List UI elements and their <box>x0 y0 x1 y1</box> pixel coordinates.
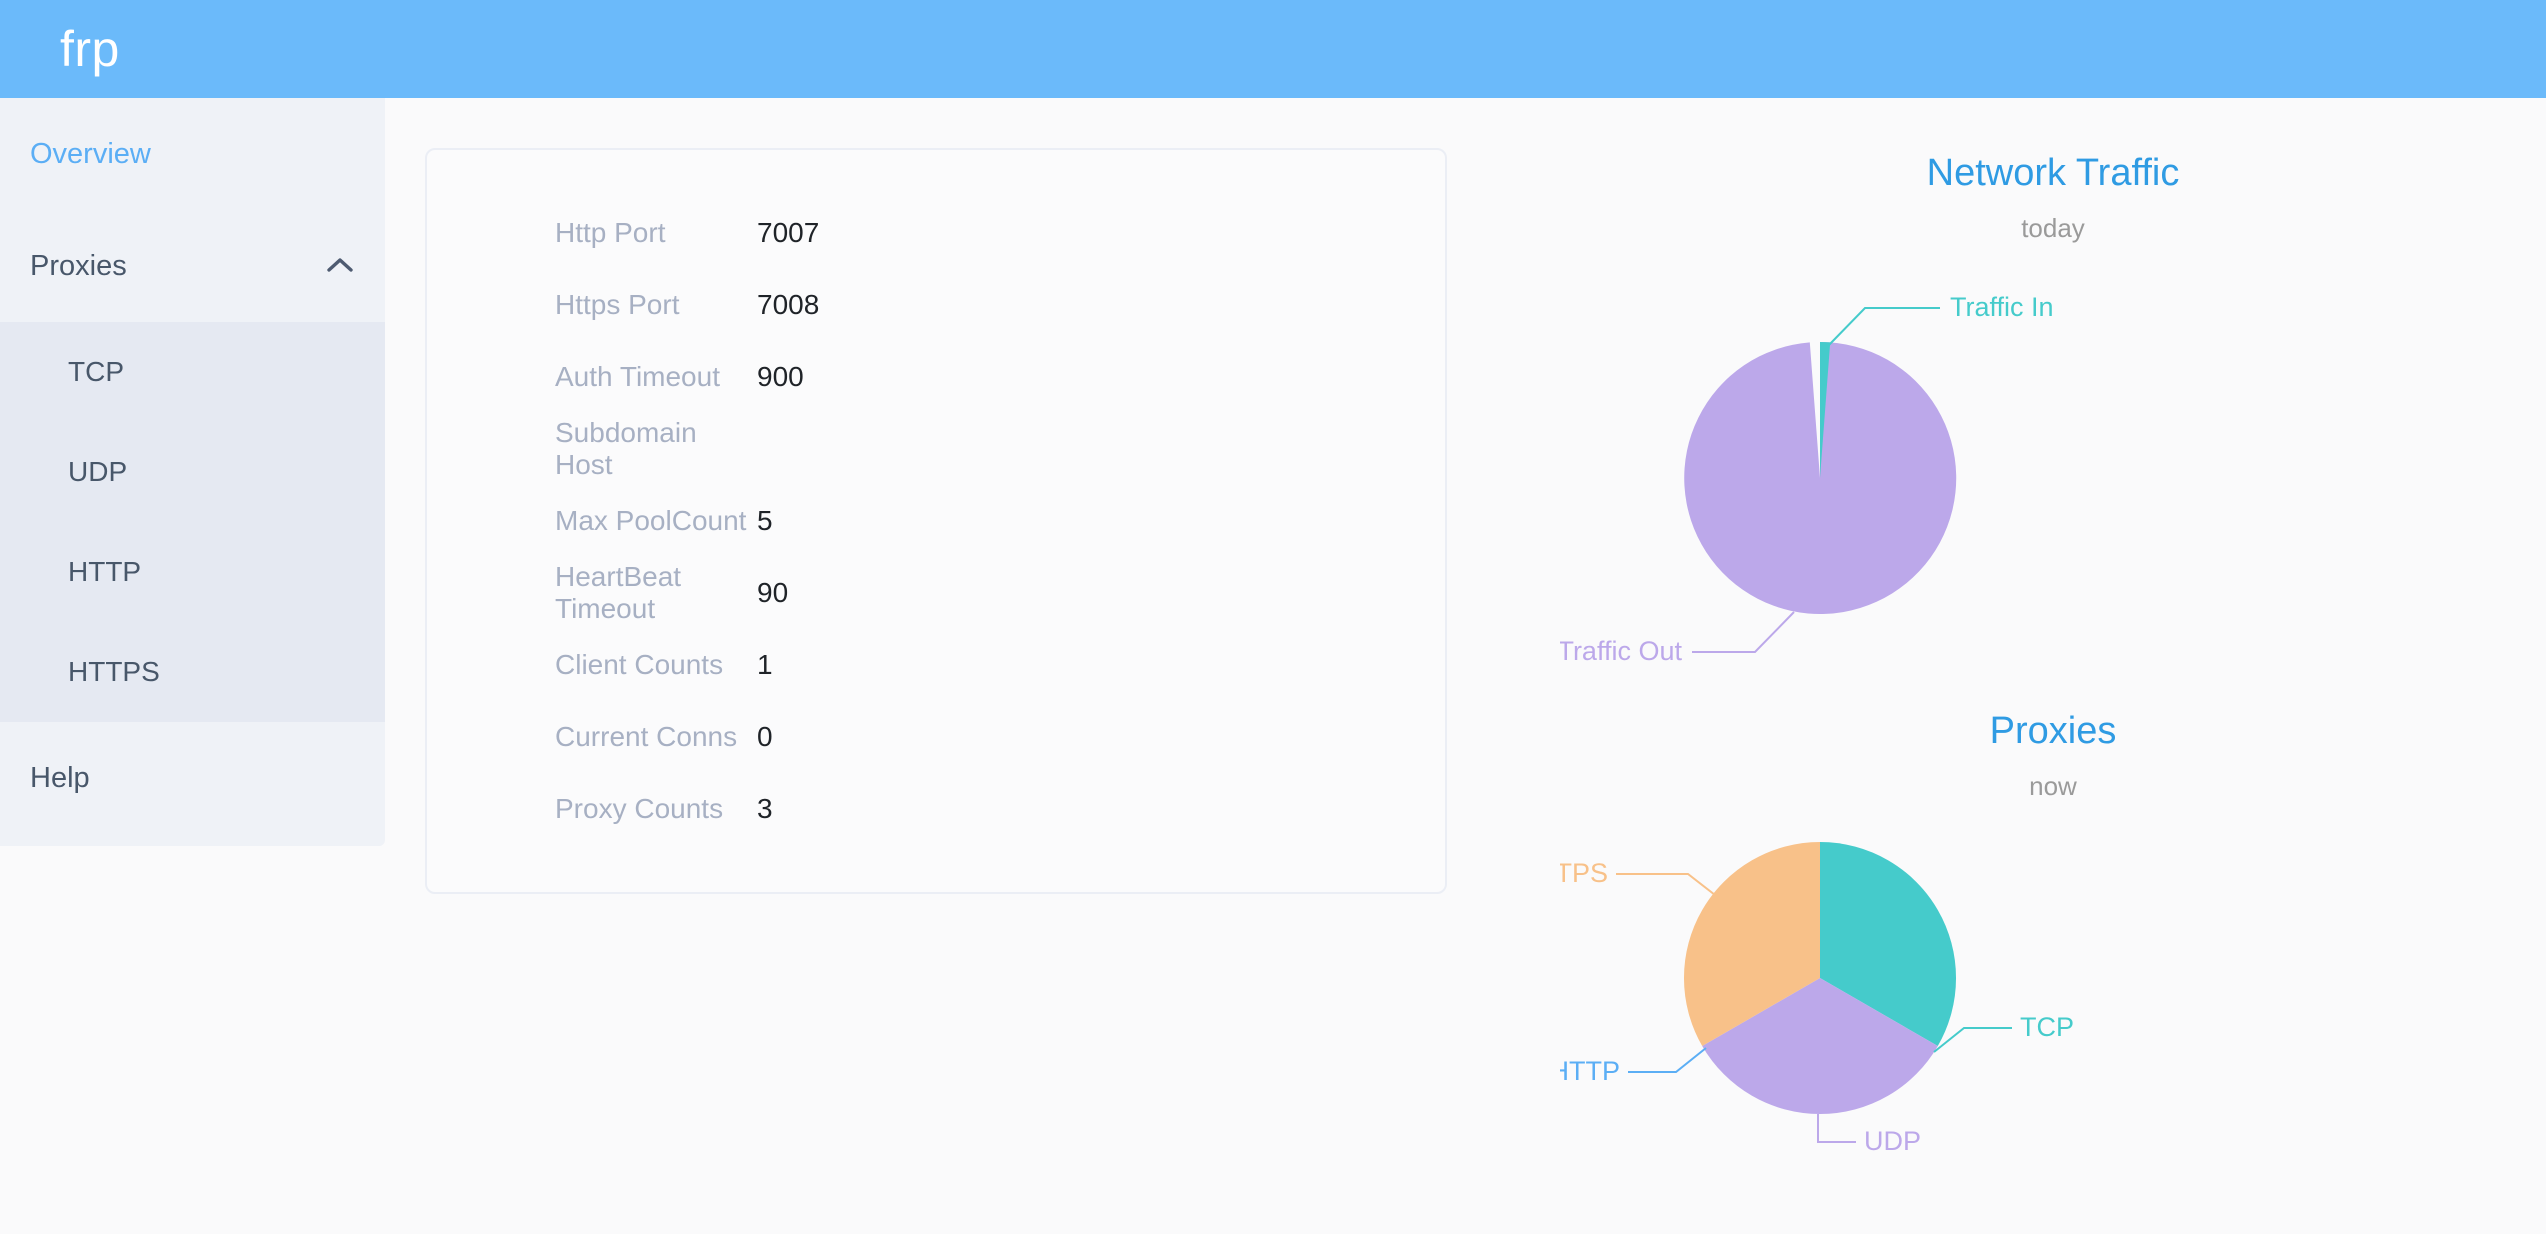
http-label: HTTP <box>1560 1056 1620 1086</box>
network-traffic-subtitle: today <box>2021 213 2085 243</box>
sidebar-item-udp[interactable]: UDP <box>0 422 385 522</box>
row-label-heartbeat-timeout: HeartBeat Timeout <box>555 561 682 624</box>
sidebar: Overview Proxies TCP UDP HTTP HTTPS <box>0 98 385 846</box>
row-value-client-counts: 1 <box>757 649 773 680</box>
row-label-auth-timeout: Auth Timeout <box>555 361 720 392</box>
sidebar-item-overview-label: Overview <box>30 137 151 170</box>
server-info-card: Http Port 7007 Https Port 7008 Auth Time… <box>425 148 1447 894</box>
row-value-heartbeat-timeout: 90 <box>757 577 789 608</box>
traffic-out-label: Traffic Out <box>1560 636 1682 666</box>
row-value-https-port: 7008 <box>757 289 820 320</box>
row-label-https-port: Https Port <box>555 289 680 320</box>
app-brand-title: frp <box>60 21 120 77</box>
pie-slice-udp[interactable] <box>1702 978 1938 1115</box>
sidebar-item-http[interactable]: HTTP <box>0 522 385 622</box>
table-row: Proxy Counts 3 <box>427 773 1445 845</box>
sidebar-item-udp-label: UDP <box>68 456 128 487</box>
app-header: frp <box>0 0 2546 98</box>
sidebar-item-http-label: HTTP <box>68 556 142 587</box>
sidebar-item-tcp[interactable]: TCP <box>0 322 385 422</box>
server-info-table: Http Port 7007 Https Port 7008 Auth Time… <box>427 150 1445 845</box>
row-label-subdomain-host: Subdomain Host <box>555 417 697 480</box>
table-row: Client Counts 1 <box>427 629 1445 701</box>
table-row: Max PoolCount 5 <box>427 485 1445 557</box>
traffic-out-leader-line <box>1692 611 1795 653</box>
charts-column: Network Traffic today Traffic In Traffic… <box>1560 98 2546 1234</box>
sidebar-item-https-label: HTTPS <box>68 656 160 687</box>
row-label-current-conns: Current Conns <box>555 721 738 752</box>
proxies-subtitle: now <box>2029 771 2077 801</box>
table-row: Subdomain Host <box>427 413 1445 485</box>
table-row: Current Conns 0 <box>427 701 1445 773</box>
udp-label: UDP <box>1864 1126 1921 1156</box>
proxies-chart: Proxies now TCP UDP <box>1560 688 2546 1156</box>
row-label-http-port: Http Port <box>555 217 666 248</box>
pie-slice-traffic-in[interactable] <box>1820 342 1831 478</box>
row-value-auth-timeout: 900 <box>757 361 804 392</box>
row-value-max-poolcount: 5 <box>757 505 773 536</box>
table-row: Https Port 7008 <box>427 269 1445 341</box>
tcp-label: TCP <box>2020 1012 2074 1042</box>
sidebar-item-tcp-label: TCP <box>68 356 124 387</box>
table-row: Auth Timeout 900 <box>427 341 1445 413</box>
row-label-proxy-counts: Proxy Counts <box>555 793 724 824</box>
sidebar-item-https[interactable]: HTTPS <box>0 622 385 722</box>
http-leader-line <box>1628 1047 1707 1073</box>
proxies-pie: TCP UDP HTTP HTTPS <box>1560 826 2546 1156</box>
sidebar-item-help[interactable]: Help <box>0 722 385 834</box>
proxies-pie-svg: TCP UDP HTTP HTTPS <box>1560 842 2074 1156</box>
udp-leader-line <box>1817 1114 1856 1143</box>
pie-slice-traffic-out[interactable] <box>1684 341 1957 614</box>
tcp-leader-line <box>1933 1027 2012 1053</box>
row-value-http-port: 7007 <box>757 217 820 248</box>
network-traffic-pie-svg: Traffic In Traffic Out <box>1560 292 2054 666</box>
row-label-max-poolcount: Max PoolCount <box>555 505 747 536</box>
network-traffic-pie: Traffic In Traffic Out <box>1560 268 2546 688</box>
https-label: HTTPS <box>1560 858 1608 888</box>
proxies-title: Proxies <box>1989 710 2117 752</box>
sidebar-item-proxies-label: Proxies <box>30 249 127 282</box>
traffic-in-leader-line <box>1827 307 1940 347</box>
chevron-up-icon[interactable] <box>323 249 357 283</box>
sidebar-item-overview[interactable]: Overview <box>0 98 385 210</box>
sidebar-item-help-label: Help <box>30 761 90 794</box>
traffic-in-label: Traffic In <box>1950 292 2054 322</box>
pie-slice-https[interactable] <box>1683 842 1820 1046</box>
row-value-current-conns: 0 <box>757 721 773 752</box>
network-traffic-chart: Network Traffic today Traffic In Traffic… <box>1560 98 2546 688</box>
table-row: Http Port 7007 <box>427 197 1445 269</box>
row-value-proxy-counts: 3 <box>757 793 773 824</box>
table-row: HeartBeat Timeout 90 <box>427 557 1445 629</box>
row-label-client-counts: Client Counts <box>555 649 724 680</box>
pie-slice-tcp[interactable] <box>1820 842 1957 1046</box>
https-leader-line <box>1616 873 1725 903</box>
network-traffic-title: Network Traffic <box>1926 152 2180 194</box>
sidebar-item-proxies[interactable]: Proxies <box>0 210 385 322</box>
sidebar-submenu-proxies: TCP UDP HTTP HTTPS <box>0 322 385 722</box>
